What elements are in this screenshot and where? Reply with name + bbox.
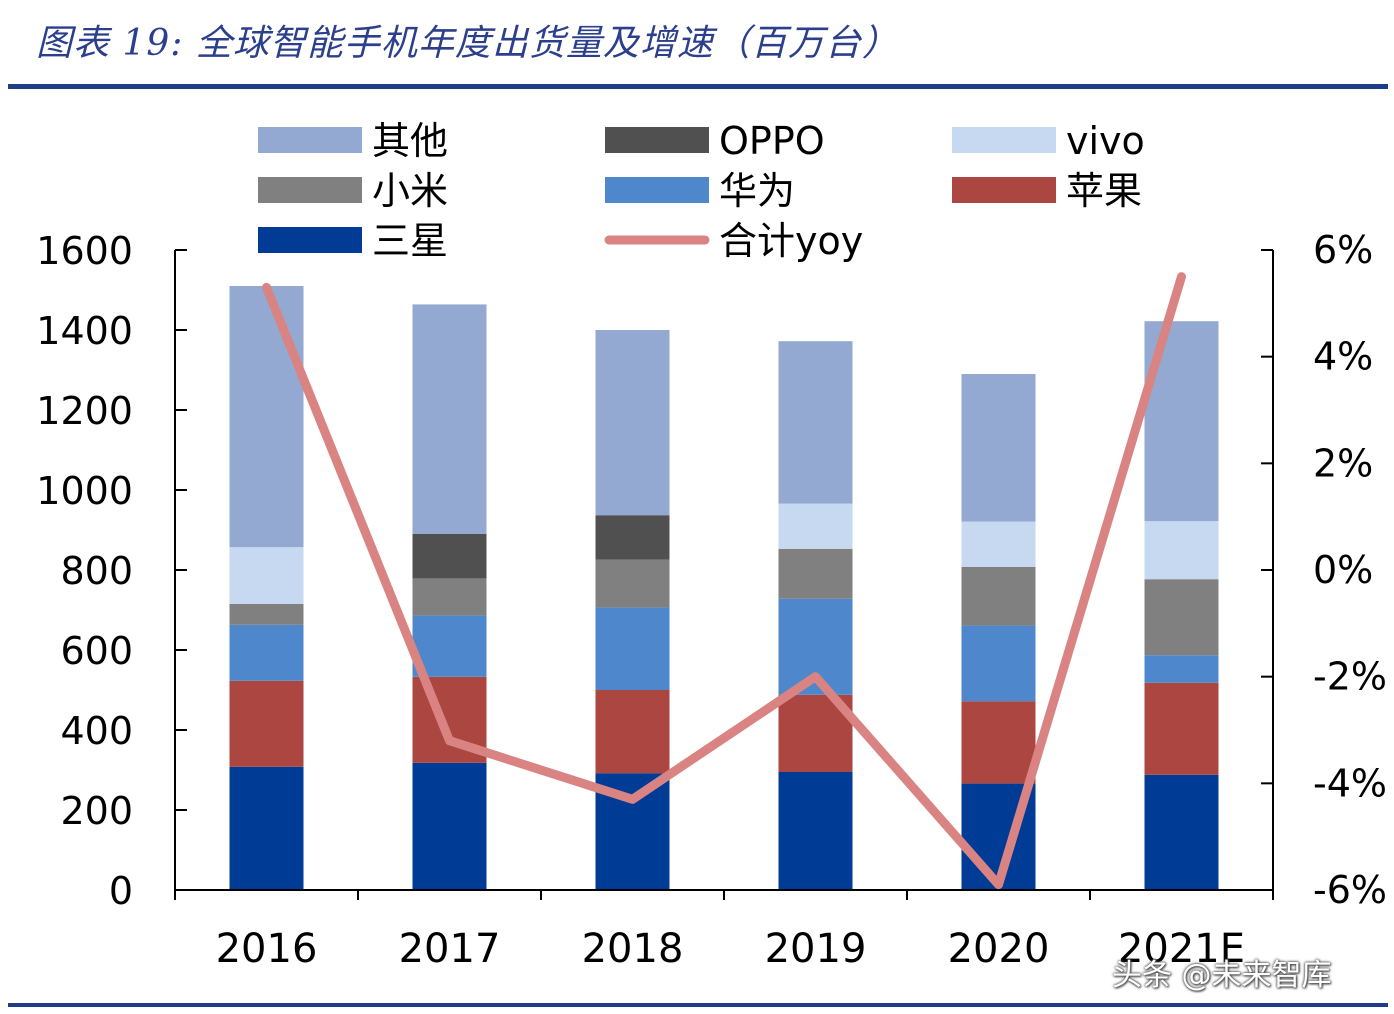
bar-segment-苹果-2016 — [229, 680, 304, 767]
y-tick-label-600: 600 — [60, 629, 133, 673]
x-tick-label-2019: 2019 — [765, 926, 867, 972]
y-tick-label-800: 800 — [60, 549, 133, 593]
bar-segment-苹果-2020 — [961, 701, 1036, 784]
y-tick-label-1000: 1000 — [36, 469, 133, 513]
legend-swatch-三星 — [258, 227, 362, 253]
y2-tick-label-4: 4% — [1313, 335, 1373, 379]
y2-tick-label-0: 0% — [1313, 548, 1373, 592]
legend-swatch-小米 — [258, 177, 362, 203]
bar-segment-三星-2016 — [229, 766, 304, 890]
bar-segment-OPPO-2017 — [412, 534, 487, 579]
x-tick-label-2018: 2018 — [582, 926, 684, 972]
bar-segment-vivo-2019 — [778, 503, 853, 549]
legend-swatch-vivo — [952, 127, 1056, 153]
bar-segment-其他-2019 — [778, 341, 853, 504]
legend-label-合计yoy: 合计yoy — [719, 219, 863, 263]
legend-label-vivo: vivo — [1066, 119, 1145, 163]
bar-segment-华为-2021E — [1144, 655, 1219, 683]
y-tick-label-0: 0 — [109, 869, 133, 913]
bar-segment-其他-2018 — [595, 330, 670, 516]
y-tick-label-400: 400 — [60, 709, 133, 753]
x-tick-label-2021E: 2021E — [1118, 926, 1245, 972]
page-title: 图表 19: 全球智能手机年度出货量及增速（百万台） — [36, 23, 899, 64]
y2-tick-label-6: 6% — [1313, 228, 1373, 272]
y2-tick-label-2: 2% — [1313, 441, 1373, 485]
bar-segment-vivo-2020 — [961, 521, 1036, 567]
bar-segment-华为-2016 — [229, 624, 304, 681]
bar-segment-其他-2017 — [412, 304, 487, 534]
bottom-divider — [8, 1003, 1388, 1007]
bar-segment-华为-2018 — [595, 607, 670, 690]
legend-swatch-OPPO — [605, 127, 709, 153]
y2-tick-label--4: -4% — [1313, 761, 1387, 805]
bar-segment-小米-2021E — [1144, 579, 1219, 656]
bar-segment-三星-2017 — [412, 762, 487, 890]
yoy-line — [262, 272, 1186, 890]
bar-segment-小米-2018 — [595, 559, 670, 608]
legend-label-华为: 华为 — [719, 169, 795, 213]
x-tick-label-2017: 2017 — [399, 926, 501, 972]
bar-segment-华为-2020 — [961, 625, 1036, 702]
legend-swatch-苹果 — [952, 177, 1056, 203]
y-tick-label-200: 200 — [60, 789, 133, 833]
y-tick-label-1600: 1600 — [36, 229, 133, 273]
x-tick-label-2020: 2020 — [948, 926, 1050, 972]
y-tick-label-1200: 1200 — [36, 389, 133, 433]
bar-segment-OPPO-2018 — [595, 515, 670, 560]
bar-segment-小米-2020 — [961, 566, 1036, 626]
bar-segment-vivo-2016 — [229, 547, 304, 604]
x-tick-label-2016: 2016 — [216, 926, 318, 972]
legend-swatch-其他 — [258, 127, 362, 153]
y2-tick-label--6: -6% — [1313, 868, 1387, 912]
bar-segment-华为-2017 — [412, 615, 487, 677]
legend-label-OPPO: OPPO — [719, 119, 825, 163]
bar-segment-其他-2016 — [229, 286, 304, 548]
bar-segment-苹果-2021E — [1144, 682, 1219, 775]
bar-segment-小米-2016 — [229, 604, 304, 625]
bar-segment-vivo-2021E — [1144, 521, 1219, 580]
bar-segment-苹果-2018 — [595, 690, 670, 774]
bar-segment-三星-2021E — [1144, 774, 1219, 890]
legend-label-三星: 三星 — [372, 219, 448, 263]
top-divider — [8, 84, 1388, 89]
legend-label-小米: 小米 — [372, 169, 448, 213]
y-tick-label-1400: 1400 — [36, 309, 133, 353]
legend-swatch-华为 — [605, 177, 709, 203]
legend-label-苹果: 苹果 — [1066, 169, 1142, 213]
y2-tick-label--2: -2% — [1313, 655, 1387, 699]
watermark: 头条 @未来智库 — [1112, 958, 1332, 993]
legend-label-其他: 其他 — [372, 119, 448, 163]
bar-segment-三星-2019 — [778, 772, 853, 890]
bar-segment-小米-2019 — [778, 548, 853, 599]
bar-segment-其他-2020 — [961, 374, 1036, 522]
bar-segment-小米-2017 — [412, 578, 487, 616]
